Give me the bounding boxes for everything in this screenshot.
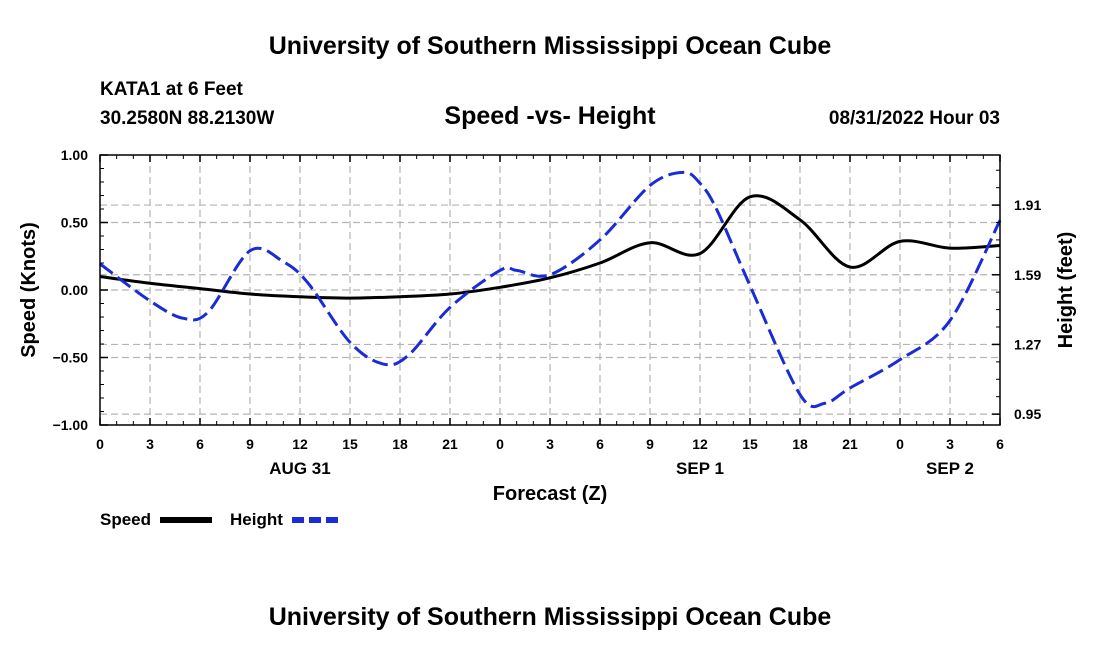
tick-labels: 0 3 6 9 12 15 18 21 0 3 6 9 12 15 18 21 0 3 6 AUG 31 SEP 1 SE… (53, 147, 1042, 478)
x-tick-label: 6 (596, 436, 604, 452)
y-tick-label: −0.50 (53, 350, 89, 366)
x-tick-label: 0 (96, 436, 104, 452)
x-tick-label: 21 (442, 436, 458, 452)
axis-ticks (99, 154, 1001, 426)
x-date-label: SEP 2 (926, 459, 974, 478)
x-tick-label: 18 (392, 436, 408, 452)
x-tick-label: 9 (246, 436, 254, 452)
x-tick-label: 15 (342, 436, 358, 452)
x-tick-label: 12 (692, 436, 708, 452)
x-tick-label: 6 (196, 436, 204, 452)
run-time: 08/31/2022 Hour 03 (829, 108, 1000, 129)
chart-title: Speed -vs- Height (444, 102, 656, 130)
x-tick-label: 3 (546, 436, 554, 452)
y2-axis-label: Height (feet) (1055, 232, 1077, 349)
y-tick-label: −1.00 (53, 417, 89, 433)
y2-tick-label: 1.91 (1014, 197, 1041, 213)
y2-tick-label: 1.59 (1014, 267, 1041, 283)
series-line-height (99, 170, 1002, 409)
station-coords: 30.2580N 88.2130W (100, 108, 274, 129)
station-label: KATA1 at 6 Feet (100, 79, 244, 100)
x-date-label: AUG 31 (269, 459, 330, 478)
x-tick-label: 3 (946, 436, 954, 452)
x-tick-label: 3 (146, 436, 154, 452)
x-date-label: SEP 1 (676, 459, 724, 478)
x-tick-label: 0 (896, 436, 904, 452)
footer-title: University of Southern Mississippi Ocean… (269, 603, 832, 631)
y-tick-label: 1.00 (61, 147, 88, 163)
y2-tick-label: 0.95 (1014, 406, 1041, 422)
main-title: University of Southern Mississippi Ocean… (269, 32, 832, 60)
y-tick-label: 0.50 (61, 215, 88, 231)
series-layer (99, 170, 1002, 409)
legend: Speed Height (100, 510, 342, 529)
legend-label-speed: Speed (100, 510, 151, 529)
x-tick-label: 15 (742, 436, 758, 452)
x-tick-label: 18 (792, 436, 808, 452)
series-line-speed (99, 194, 1001, 300)
x-tick-label: 21 (842, 436, 858, 452)
y-tick-label: 0.00 (61, 282, 88, 298)
x-tick-label: 0 (496, 436, 504, 452)
y-axis-label: Speed (Knots) (18, 222, 40, 358)
x-axis-label: Forecast (Z) (493, 483, 607, 505)
grid (100, 155, 1000, 425)
x-tick-label: 9 (646, 436, 654, 452)
legend-label-height: Height (230, 510, 283, 529)
x-tick-label: 12 (292, 436, 308, 452)
y2-tick-label: 1.27 (1014, 336, 1041, 352)
x-tick-label: 6 (996, 436, 1004, 452)
